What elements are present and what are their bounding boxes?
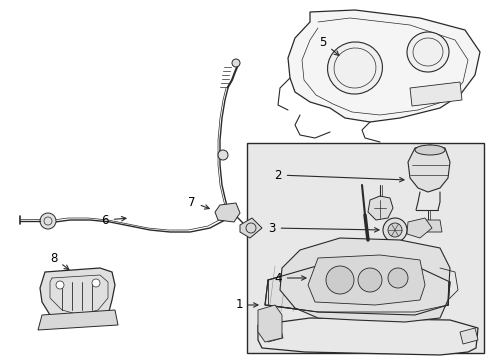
Polygon shape (258, 305, 282, 342)
Polygon shape (459, 328, 477, 344)
Polygon shape (307, 255, 424, 305)
Text: 8: 8 (50, 252, 69, 270)
Text: 1: 1 (235, 298, 258, 311)
Polygon shape (264, 326, 283, 342)
Polygon shape (287, 10, 479, 122)
Text: 7: 7 (188, 195, 209, 209)
Bar (246, 143, 483, 353)
Circle shape (231, 59, 240, 67)
Ellipse shape (414, 145, 444, 155)
Ellipse shape (327, 42, 382, 94)
Circle shape (387, 223, 401, 237)
Text: 6: 6 (101, 213, 126, 226)
Circle shape (40, 213, 56, 229)
Polygon shape (280, 238, 449, 322)
Ellipse shape (406, 32, 448, 72)
Polygon shape (406, 218, 431, 238)
Polygon shape (258, 318, 477, 355)
Polygon shape (415, 220, 441, 232)
Polygon shape (40, 268, 115, 325)
Circle shape (357, 268, 381, 292)
Polygon shape (240, 218, 262, 238)
Circle shape (387, 268, 407, 288)
Text: 3: 3 (268, 221, 378, 234)
Text: 5: 5 (319, 36, 338, 55)
Polygon shape (215, 203, 240, 222)
Polygon shape (407, 145, 449, 192)
Text: 4: 4 (274, 271, 305, 284)
Circle shape (325, 266, 353, 294)
Text: 2: 2 (274, 168, 403, 182)
Polygon shape (367, 196, 392, 220)
Polygon shape (38, 310, 118, 330)
Polygon shape (409, 82, 461, 106)
Circle shape (92, 279, 100, 287)
Circle shape (382, 218, 406, 242)
Circle shape (56, 281, 64, 289)
Circle shape (218, 150, 227, 160)
Polygon shape (264, 265, 449, 315)
